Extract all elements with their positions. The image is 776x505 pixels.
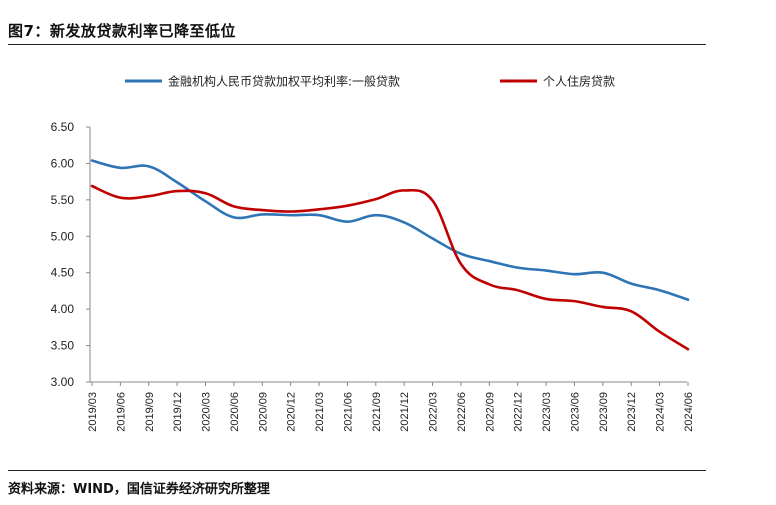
x-tick-label: 2021/03 xyxy=(314,392,326,432)
x-tick-label: 2020/12 xyxy=(286,392,298,432)
x-tick-label: 2019/06 xyxy=(115,392,127,432)
x-tick-label: 2022/09 xyxy=(484,392,496,432)
legend-label-mortgage: 个人住房贷款 xyxy=(543,74,615,89)
x-tick-label: 2019/12 xyxy=(172,392,184,432)
x-tick-label: 2023/03 xyxy=(541,392,553,432)
x-tick-label: 2024/06 xyxy=(683,392,695,432)
x-tick-label: 2022/03 xyxy=(428,392,440,432)
title-divider xyxy=(8,44,706,45)
x-tick-label: 2023/12 xyxy=(626,392,638,432)
x-tick-label: 2019/09 xyxy=(144,392,156,432)
x-tick-label: 2019/03 xyxy=(87,392,99,432)
x-tick-label: 2023/09 xyxy=(598,392,610,432)
x-tick-label: 2023/06 xyxy=(569,392,581,432)
source-note: 资料来源：WIND，国信证券经济研究所整理 xyxy=(8,482,270,497)
axes: 6.50 6.00 5.50 5.00 4.50 4.00 3.50 3.00 2019/03 2… xyxy=(51,120,695,432)
y-tick-label: 4.50 xyxy=(51,266,75,280)
legend: 金融机构人民币贷款加权平均利率:一般贷款 个人住房贷款 xyxy=(125,74,615,89)
x-tick-label: 2021/09 xyxy=(371,392,383,432)
x-tick-label: 2022/12 xyxy=(513,392,525,432)
series-line-general-loan xyxy=(90,159,690,301)
x-tick-label: 2020/06 xyxy=(229,392,241,432)
figure-title: 图7：新发放贷款利率已降至低位 xyxy=(8,22,236,40)
y-tick-label: 6.50 xyxy=(51,120,75,134)
x-tick-label: 2020/03 xyxy=(201,392,213,432)
y-tick-label: 6.00 xyxy=(51,156,75,170)
y-tick-label: 5.50 xyxy=(51,193,75,207)
x-tick-label: 2021/06 xyxy=(342,392,354,432)
x-tick-label: 2021/12 xyxy=(399,392,411,432)
series-line-mortgage xyxy=(90,184,690,351)
legend-label-general-loan: 金融机构人民币贷款加权平均利率:一般贷款 xyxy=(168,74,400,89)
x-tick-label: 2024/03 xyxy=(655,392,667,432)
x-tick-label: 2022/06 xyxy=(456,392,468,432)
y-tick-label: 4.00 xyxy=(51,302,75,316)
y-tick-label: 3.00 xyxy=(51,375,75,389)
x-tick-label: 2020/09 xyxy=(257,392,269,432)
y-tick-label: 3.50 xyxy=(51,339,75,353)
footer-divider xyxy=(8,470,706,471)
plot-area xyxy=(90,159,690,351)
y-tick-label: 5.00 xyxy=(51,229,75,243)
